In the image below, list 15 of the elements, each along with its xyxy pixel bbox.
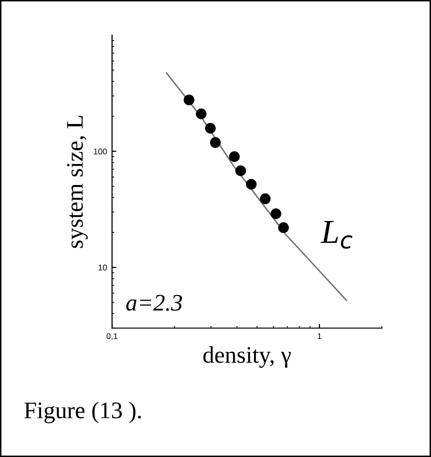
- point: [205, 122, 216, 134]
- x-tick-label: 1: [318, 333, 322, 340]
- y-tick-label: 100: [94, 148, 107, 154]
- series-label: L$_{c}$: [320, 221, 352, 249]
- point: [196, 108, 207, 120]
- point: [246, 178, 257, 190]
- text: Figure (13 ).: [24, 402, 141, 424]
- annotation: a=2.3: [126, 294, 182, 311]
- y-tick-label: 10: [98, 264, 107, 271]
- point: [184, 94, 194, 106]
- point: [235, 165, 246, 176]
- x-tick-label: 0,1: [106, 333, 118, 340]
- y-axis-title: system size, L: [67, 116, 88, 248]
- x-axis-title: density, γ: [203, 346, 291, 368]
- point: [278, 222, 289, 234]
